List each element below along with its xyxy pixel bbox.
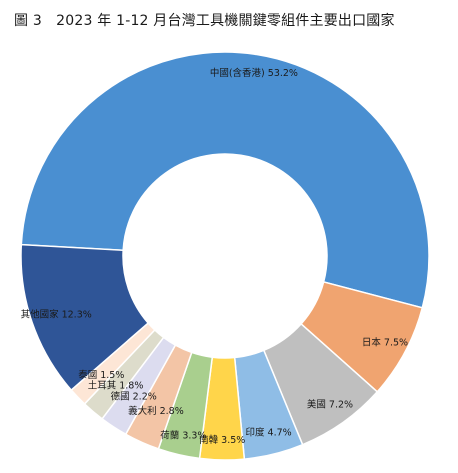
- slice-label-1: 中國(含香港) 53.2%: [210, 67, 298, 79]
- slice-11: [20, 243, 150, 392]
- chart-title: 圖 3 2023 年 1-12 月台灣工具機關鍵零組件主要出口國家: [14, 13, 395, 29]
- slice-label-6: 荷蘭 3.3%: [160, 429, 206, 441]
- slice-label-5: 南韓 3.5%: [199, 434, 245, 446]
- slice-label-11: 其他國家 12.3%: [21, 308, 92, 320]
- slice-label-10: 泰國 1.5%: [78, 369, 124, 381]
- slice-1: [20, 51, 430, 309]
- slice-label-4: 印度 4.7%: [246, 427, 292, 439]
- slice-label-2: 日本 7.5%: [362, 336, 408, 348]
- labels-layer: 中國(含香港) 53.2% 日本 7.5% 美國 7.2% 印度 4.7%南韓 3.5…: [21, 67, 408, 446]
- slices-layer: [20, 51, 430, 461]
- slice-label-7: 義大利 2.8%: [128, 405, 184, 417]
- slice-label-8: 德國 2.2%: [111, 391, 157, 403]
- slice-label-3: 美國 7.2%: [307, 399, 353, 411]
- slice-label-9: 土耳其 1.8%: [88, 380, 144, 392]
